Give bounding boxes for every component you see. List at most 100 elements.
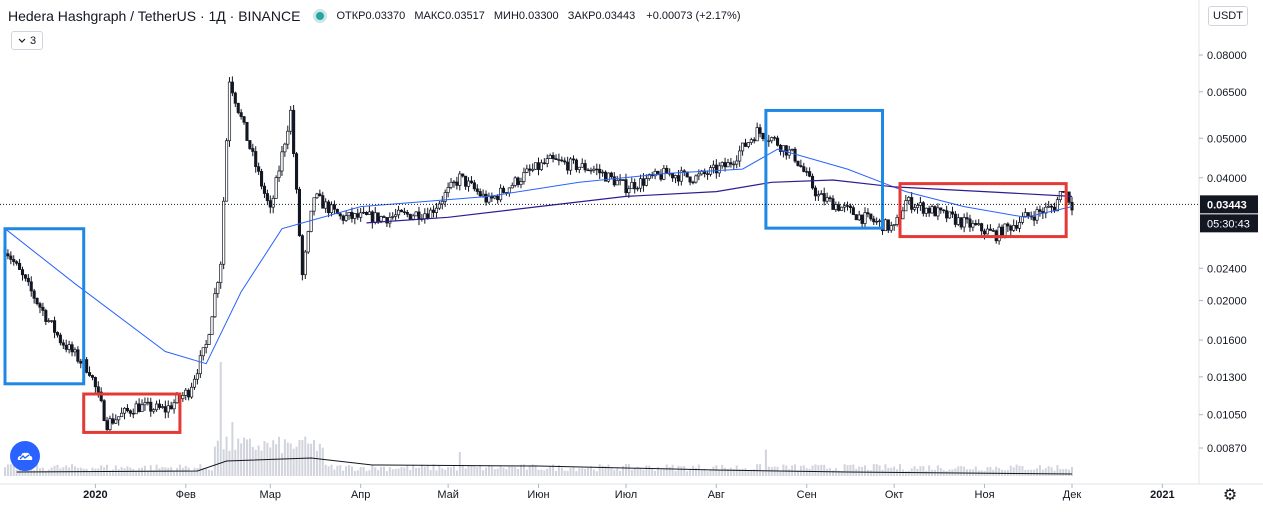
- indicators-collapse-button[interactable]: 3: [11, 31, 43, 50]
- symbol-title[interactable]: Hedera Hashgraph / TetherUS · 1Д · BINAN…: [8, 8, 301, 24]
- candle-body: [551, 155, 555, 159]
- volume-bar: [210, 470, 213, 476]
- volume-bar: [394, 468, 397, 476]
- volume-bar: [111, 469, 114, 476]
- volume-bar: [1056, 465, 1059, 476]
- volume-bar: [94, 468, 97, 476]
- candle-body: [496, 195, 500, 201]
- volume-bar: [190, 470, 193, 476]
- candle-body: [741, 142, 745, 152]
- volume-bar: [904, 471, 907, 476]
- volume-bar: [336, 465, 339, 476]
- volume-bar: [659, 469, 662, 476]
- volume-bar: [584, 469, 587, 476]
- candle-body: [399, 209, 404, 213]
- candle-body: [810, 175, 815, 189]
- volume-bar: [409, 469, 412, 476]
- candle-body: [472, 182, 476, 190]
- candle-body: [493, 195, 497, 199]
- candle-body: [784, 145, 788, 156]
- candle-body: [1026, 212, 1030, 217]
- volume-bar: [808, 468, 811, 476]
- candle-body: [61, 342, 65, 346]
- volume-bar: [747, 469, 750, 476]
- volume-bar: [243, 437, 246, 476]
- close-value: 0.03443: [595, 10, 636, 22]
- volume-bar: [651, 468, 654, 476]
- candle-body: [64, 344, 68, 350]
- candle-body: [758, 127, 762, 134]
- volume-bar: [843, 464, 846, 476]
- volume-bar: [998, 468, 1001, 476]
- volume-bar: [388, 467, 391, 476]
- candle-body: [38, 303, 42, 308]
- volume-bar: [764, 449, 767, 476]
- volume-bar: [225, 436, 228, 476]
- candle-body: [566, 161, 570, 171]
- volume-bar: [517, 469, 520, 476]
- candle-body: [140, 404, 144, 413]
- volume-bar: [315, 450, 318, 476]
- candle-body: [329, 204, 334, 214]
- volume-bar: [782, 464, 785, 476]
- volume-bar: [374, 467, 377, 476]
- volume-bar: [569, 468, 572, 476]
- volume-bar: [756, 464, 759, 476]
- volume-bar: [263, 441, 266, 476]
- volume-bar: [689, 468, 692, 476]
- volume-bar: [307, 443, 310, 476]
- volume-bar: [202, 468, 205, 476]
- candle-body: [953, 213, 957, 225]
- volume-bar: [805, 468, 808, 476]
- volume-bar: [732, 469, 735, 476]
- candle-body: [195, 373, 199, 380]
- candle-body: [157, 403, 162, 408]
- candle-body: [799, 165, 803, 168]
- candle-body: [834, 204, 838, 210]
- volume-bar: [330, 464, 333, 476]
- tradingview-logo-icon[interactable]: [10, 441, 40, 471]
- candle-body: [146, 401, 150, 404]
- candle-body: [507, 187, 511, 194]
- candle-body: [857, 214, 861, 221]
- candle-body: [300, 235, 304, 276]
- volume-bar: [528, 465, 531, 476]
- volume-bar: [350, 466, 353, 476]
- candle-body: [522, 172, 526, 182]
- candle-body: [554, 158, 558, 160]
- volume-bar: [342, 470, 345, 476]
- volume-bar: [826, 468, 829, 476]
- volume-bar: [1036, 468, 1039, 476]
- candle-body: [125, 407, 129, 412]
- volume-bar: [557, 465, 560, 476]
- volume-bar: [461, 464, 464, 476]
- candle-body: [569, 158, 573, 171]
- candle-body: [373, 212, 377, 223]
- candle-body: [1006, 223, 1010, 227]
- candle-body: [598, 168, 602, 174]
- candle-body: [262, 185, 267, 194]
- candle-body: [778, 144, 783, 152]
- volume-bar: [864, 465, 867, 476]
- candle-body: [641, 178, 646, 186]
- gear-icon[interactable]: ⚙: [1222, 487, 1238, 504]
- indicator-count: 3: [29, 34, 37, 47]
- volume-bar: [861, 466, 864, 476]
- volume-bar: [108, 470, 111, 476]
- volume-bar: [540, 469, 543, 476]
- candle-body: [181, 395, 185, 400]
- candle-body: [108, 418, 112, 430]
- candle-body: [735, 160, 739, 165]
- volume-bar: [718, 470, 721, 476]
- blue-annotation-box: [3, 227, 86, 386]
- candle-body: [956, 217, 960, 225]
- candle-body: [971, 223, 975, 228]
- candle-body: [216, 282, 220, 294]
- currency-button[interactable]: USDT: [1208, 6, 1248, 26]
- candle-body: [571, 158, 576, 161]
- candle-body: [653, 170, 657, 177]
- volume-bar: [1038, 465, 1041, 476]
- volume-bar: [531, 464, 534, 476]
